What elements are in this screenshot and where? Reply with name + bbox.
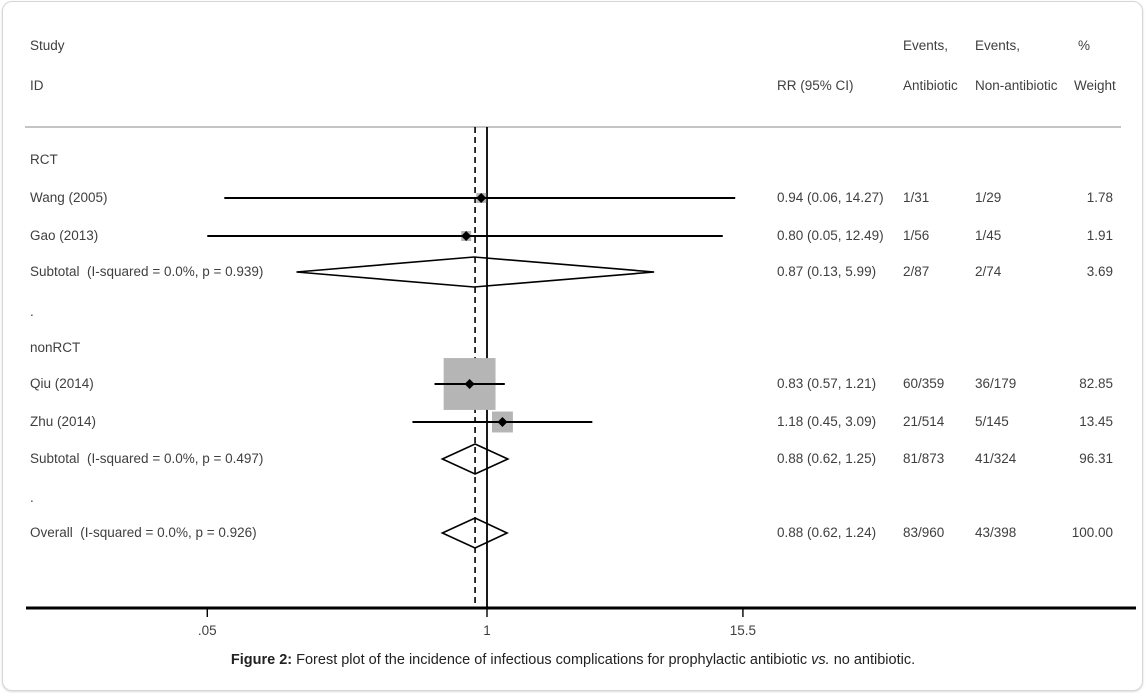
point-marker bbox=[497, 417, 508, 427]
col-header-rr: RR (95% CI) bbox=[777, 78, 854, 93]
study-label: Wang (2005) bbox=[30, 190, 108, 205]
col-header-weight-line2: Weight bbox=[1074, 78, 1116, 93]
col-header-events-antibiotic-line1: Events, bbox=[903, 38, 949, 53]
weight-cell: 1.91 bbox=[1086, 228, 1113, 243]
events-nonantibiotic-cell: 5/145 bbox=[975, 414, 1009, 429]
study-label: Qiu (2014) bbox=[30, 376, 94, 391]
rr-cell: 1.18 (0.45, 3.09) bbox=[777, 414, 877, 429]
rr-cell: 0.83 (0.57, 1.21) bbox=[777, 376, 877, 391]
pooled-diamond bbox=[296, 256, 655, 288]
figure-caption: Figure 2: Forest plot of the incidence o… bbox=[0, 652, 1146, 668]
axis-tick-label: 1 bbox=[483, 623, 491, 638]
rr-cell: 0.94 (0.06, 14.27) bbox=[777, 190, 884, 205]
rr-cell: 0.88 (0.62, 1.25) bbox=[777, 451, 877, 466]
subtotal-label: Subtotal (I-squared = 0.0%, p = 0.497) bbox=[30, 451, 264, 466]
events-antibiotic-cell: 1/56 bbox=[903, 228, 930, 243]
col-header-study-line1: Study bbox=[30, 38, 65, 53]
point-marker bbox=[464, 379, 475, 389]
study-label: Zhu (2014) bbox=[30, 414, 97, 429]
rr-cell: 0.88 (0.62, 1.24) bbox=[777, 525, 877, 540]
overall-label: Overall (I-squared = 0.0%, p = 0.926) bbox=[30, 525, 257, 540]
subtotal-label: Subtotal (I-squared = 0.0%, p = 0.939) bbox=[30, 264, 264, 279]
caption-end: no antibiotic. bbox=[833, 652, 916, 668]
weight-cell: 3.69 bbox=[1086, 264, 1113, 279]
group-label: nonRCT bbox=[30, 340, 81, 355]
caption-text: Forest plot of the incidence of infectio… bbox=[296, 652, 808, 668]
axis-tick-label: .05 bbox=[198, 623, 217, 638]
caption-vs: vs. bbox=[811, 652, 830, 668]
col-header-weight-line1: % bbox=[1078, 38, 1091, 53]
axis-tick-label: 15.5 bbox=[730, 623, 756, 638]
rr-cell: 0.80 (0.05, 12.49) bbox=[777, 228, 884, 243]
group-label: RCT bbox=[30, 152, 58, 167]
events-nonantibiotic-cell: 36/179 bbox=[975, 376, 1017, 391]
caption-figure-number: Figure 2: bbox=[230, 652, 293, 668]
events-nonantibiotic-cell: 2/74 bbox=[975, 264, 1002, 279]
events-nonantibiotic-cell: 1/45 bbox=[975, 228, 1002, 243]
events-nonantibiotic-cell: 43/398 bbox=[975, 525, 1017, 540]
events-nonantibiotic-cell: 41/324 bbox=[975, 451, 1017, 466]
events-antibiotic-cell: 81/873 bbox=[903, 451, 945, 466]
point-marker bbox=[476, 193, 487, 203]
events-antibiotic-cell: 2/87 bbox=[903, 264, 930, 279]
pooled-diamond bbox=[440, 443, 510, 475]
weight-cell: 13.45 bbox=[1079, 414, 1113, 429]
events-antibiotic-cell: 60/359 bbox=[903, 376, 945, 391]
pooled-diamond bbox=[440, 517, 509, 549]
col-header-events-antibiotic-line2: Antibiotic bbox=[903, 78, 958, 93]
col-header-study-line2: ID bbox=[30, 78, 44, 93]
dot-label: . bbox=[30, 304, 34, 319]
weight-cell: 100.00 bbox=[1071, 525, 1113, 540]
events-nonantibiotic-cell: 1/29 bbox=[975, 190, 1002, 205]
weight-cell: 82.85 bbox=[1079, 376, 1113, 391]
events-antibiotic-cell: 83/960 bbox=[903, 525, 945, 540]
weight-cell: 1.78 bbox=[1086, 190, 1113, 205]
study-label: Gao (2013) bbox=[30, 228, 99, 243]
col-header-events-nonantibiotic-line2: Non-antibiotic bbox=[975, 78, 1058, 93]
events-antibiotic-cell: 1/31 bbox=[903, 190, 930, 205]
point-marker bbox=[461, 231, 472, 241]
events-antibiotic-cell: 21/514 bbox=[903, 414, 945, 429]
rr-cell: 0.87 (0.13, 5.99) bbox=[777, 264, 877, 279]
dot-label: . bbox=[30, 490, 34, 505]
weight-cell: 96.31 bbox=[1079, 451, 1113, 466]
col-header-events-nonantibiotic-line1: Events, bbox=[975, 38, 1021, 53]
